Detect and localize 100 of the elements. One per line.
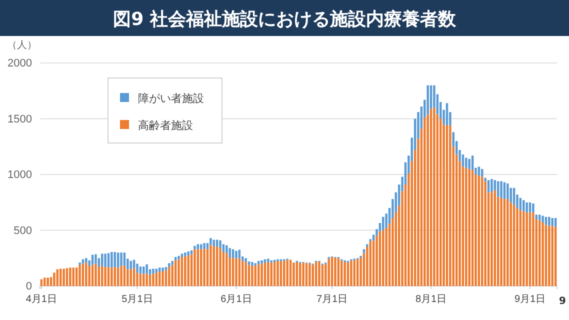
bar	[66, 268, 68, 286]
text: 9	[559, 296, 566, 307]
bar	[164, 267, 168, 270]
bar	[75, 268, 78, 286]
bar	[232, 258, 234, 286]
bar	[162, 272, 164, 286]
y-axis-title: （人）	[7, 40, 37, 51]
bar	[267, 258, 270, 262]
bar	[286, 260, 288, 286]
bar	[168, 267, 170, 286]
bar	[184, 252, 186, 256]
bar	[132, 268, 136, 286]
bar	[53, 272, 56, 286]
bar	[226, 253, 228, 286]
bar	[162, 268, 164, 272]
bar	[228, 248, 231, 258]
bar	[369, 241, 372, 286]
bar	[510, 202, 512, 286]
bar	[130, 269, 132, 286]
bar	[107, 253, 110, 268]
bar	[210, 244, 212, 286]
bar	[500, 198, 502, 286]
x-tick-label: 7月1日	[316, 294, 348, 306]
bar	[264, 259, 266, 263]
bar	[114, 267, 116, 286]
bar	[69, 268, 72, 286]
bar	[496, 181, 500, 197]
bar	[538, 220, 541, 286]
bar	[350, 260, 352, 286]
bar	[187, 251, 190, 256]
bar	[500, 181, 502, 198]
bar	[548, 216, 550, 226]
bar	[194, 246, 196, 250]
bar	[481, 176, 484, 286]
bar	[98, 267, 100, 286]
bar	[203, 243, 206, 249]
bar	[85, 262, 88, 286]
bar	[158, 268, 161, 272]
bar	[123, 252, 126, 266]
bar	[362, 249, 366, 254]
bar	[478, 166, 480, 176]
bar	[260, 260, 263, 264]
bar	[100, 254, 104, 266]
bar	[222, 244, 225, 252]
y-tick-label: 1500	[8, 113, 32, 126]
bar	[298, 263, 302, 286]
bar	[244, 258, 247, 262]
bar	[344, 262, 346, 286]
bar	[126, 269, 129, 286]
bar	[178, 256, 180, 260]
bar	[328, 258, 330, 286]
bar	[171, 264, 174, 286]
bar	[532, 203, 534, 212]
bar	[494, 190, 496, 286]
x-tick-label: 5月1日	[122, 294, 153, 306]
bar	[104, 254, 106, 268]
bar	[526, 202, 528, 212]
bar	[155, 272, 158, 286]
bar	[174, 257, 177, 260]
bar	[94, 264, 97, 286]
bar	[506, 183, 509, 200]
legend-label: 障がい者施設	[138, 92, 204, 105]
bar	[155, 268, 158, 273]
bar	[180, 254, 184, 258]
bar	[152, 274, 154, 286]
chart-title: 図9 社会福祉施設における施設内療養者数	[113, 9, 457, 30]
bar	[376, 236, 378, 286]
bar	[88, 266, 90, 286]
bar	[216, 240, 218, 246]
bar	[510, 188, 512, 202]
legend-label: 高齢者施設	[138, 119, 193, 132]
bar	[478, 176, 480, 286]
bar	[512, 204, 516, 286]
bar	[337, 258, 340, 286]
bar	[446, 103, 448, 126]
bar	[104, 267, 106, 286]
bar	[305, 263, 308, 286]
bar	[273, 262, 276, 286]
bar	[468, 168, 470, 286]
bar	[302, 262, 304, 286]
bar	[168, 263, 170, 268]
y-tick-label: 2000	[8, 58, 32, 70]
bar	[490, 192, 493, 286]
bar	[94, 254, 97, 264]
bar	[346, 262, 350, 286]
bar	[542, 222, 544, 286]
bar	[465, 158, 468, 168]
bar	[203, 248, 206, 286]
bar	[551, 218, 554, 226]
bar	[219, 240, 222, 248]
bar	[146, 274, 148, 286]
bar	[78, 264, 81, 286]
y-tick-label: 500	[14, 224, 32, 237]
x-tick-label: 6月1日	[220, 294, 252, 306]
bar	[468, 158, 470, 169]
bar	[542, 216, 544, 222]
bar	[152, 268, 154, 274]
bar	[260, 264, 263, 286]
bar	[267, 262, 270, 286]
bar	[180, 257, 184, 286]
